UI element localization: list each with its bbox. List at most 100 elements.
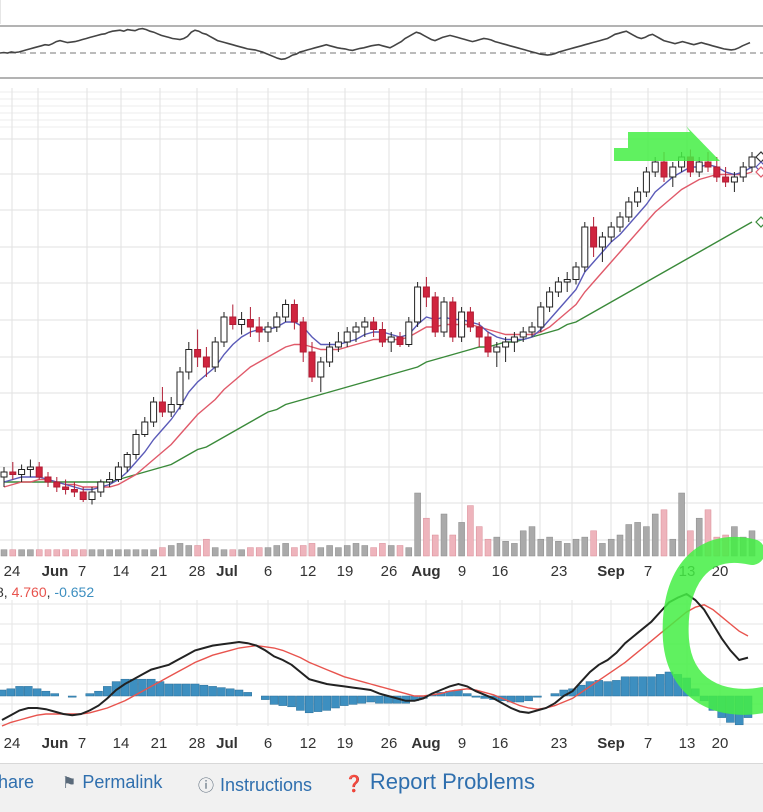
report-problems-link[interactable]: ❓ Report Problems	[344, 769, 535, 795]
macd-histogram-bar	[348, 695, 358, 705]
candle-body	[229, 316, 237, 325]
ema-blue-line	[3, 163, 753, 491]
x-axis-price-tick-label: 28	[189, 563, 206, 580]
volume-bar	[528, 526, 536, 557]
candle-body	[519, 331, 527, 338]
volume-bar	[150, 549, 157, 557]
macd-histogram-bar	[524, 695, 533, 702]
volume-bar	[449, 534, 457, 557]
candle-body	[616, 216, 624, 228]
right-edge-marker	[755, 166, 763, 178]
candle-body	[88, 491, 96, 500]
macd-histogram-bar	[225, 688, 235, 697]
candle-body	[290, 304, 298, 323]
candle-body	[722, 176, 730, 183]
x-axis-macd-tick-label: 19	[337, 735, 354, 752]
volume-bar	[379, 543, 386, 557]
candle-body	[246, 319, 254, 328]
volume-bar	[132, 549, 140, 557]
x-axis-macd-tick-label: 23	[551, 735, 568, 752]
legend-separator: ,	[47, 584, 55, 600]
macd-histogram-bar	[164, 683, 174, 697]
macd-histogram-bar	[103, 686, 112, 697]
highlight-arrow-mark	[614, 126, 720, 161]
candle-body	[299, 321, 307, 353]
candle-body	[449, 301, 457, 338]
x-axis-price: 24 Jun 7 14 21 28 Jul 6 12 19 26 Aug 9 16 23 Sep 7 13 20	[0, 558, 763, 582]
candle-body	[202, 356, 210, 368]
help-icon: ❓	[344, 776, 364, 793]
volume-bar	[405, 547, 413, 557]
x-axis-price-background	[0, 558, 763, 582]
volume-bar	[572, 538, 580, 557]
volume-bar	[299, 545, 307, 557]
candle-body	[396, 336, 404, 345]
candle-body	[9, 471, 17, 475]
x-axis-price-tick-label: 12	[300, 563, 317, 580]
legend-separator: ,	[4, 584, 12, 600]
ema-red-line	[3, 171, 753, 488]
bookmark-icon: ⚑	[62, 775, 77, 792]
volume-bar	[484, 538, 492, 557]
macd-histogram-bar	[340, 695, 349, 706]
volume-bar	[115, 549, 122, 557]
oscillator-panel	[0, 0, 763, 79]
macd-histogram-bar	[296, 695, 305, 711]
candle-body	[326, 346, 334, 363]
candle-body	[282, 304, 290, 318]
volume-bar	[414, 492, 421, 557]
instructions-link[interactable]: ⓘ Instructions	[198, 772, 312, 796]
x-axis-price-tick-label: Aug	[411, 563, 440, 580]
macd-legend-value: -0.652	[54, 584, 94, 600]
candle-body	[581, 226, 589, 268]
sma-line	[4, 221, 753, 483]
x-axis-macd-tick-label: Aug	[411, 735, 440, 752]
candle-body	[264, 326, 272, 333]
candle-body	[18, 469, 26, 475]
macd-histogram-bar	[41, 690, 51, 697]
macd-legend-value: 4.760	[12, 584, 47, 600]
volume-bar	[352, 543, 360, 557]
candle-body	[502, 341, 510, 348]
volume-bar	[493, 536, 501, 557]
macd-histogram-bar	[85, 693, 95, 697]
footer-bar: hare ⚑ Permalink ⓘ Instructions ❓ Report Pr…	[0, 763, 763, 812]
macd-histogram-bar	[357, 695, 367, 704]
x-axis-macd: 24 Jun 7 14 21 28 Jul 6 12 19 26 Aug 9 16 23 Sep 7 13 20	[0, 730, 763, 754]
x-axis-macd-tick-label: 20	[712, 735, 729, 752]
info-icon: ⓘ	[198, 778, 215, 795]
volume-bar	[423, 517, 430, 557]
candle-body	[414, 286, 422, 323]
candle-body	[123, 454, 131, 468]
volume-bar	[27, 549, 34, 557]
candle-body	[308, 351, 316, 378]
x-axis-price-tick-label: 19	[337, 563, 354, 580]
share-link[interactable]: hare	[0, 772, 35, 792]
candle-body	[150, 401, 158, 423]
candle-body	[378, 329, 386, 343]
macd-histogram-bar	[6, 688, 16, 697]
macd-legend: 8, 4.760, -0.652	[0, 584, 94, 600]
candle-body	[158, 401, 166, 413]
permalink-link[interactable]: ⚑ Permalink	[62, 772, 162, 793]
candle-body	[598, 236, 606, 248]
macd-histogram-bar	[375, 695, 384, 704]
volume-bar	[326, 545, 333, 557]
candle-body	[440, 301, 448, 333]
candle-body	[422, 286, 430, 298]
candle-body	[431, 296, 439, 333]
macd-histogram-bar	[550, 693, 560, 697]
candle-body	[713, 166, 721, 178]
macd-histogram-bar	[612, 680, 621, 697]
x-axis-price-tick-label: 7	[644, 563, 652, 580]
volume-bar	[370, 547, 377, 557]
candle-body	[35, 466, 43, 478]
candle-body	[466, 311, 474, 328]
volume-bar	[317, 547, 325, 557]
candle-body	[387, 336, 395, 343]
macd-histogram-bar	[664, 671, 674, 697]
candle-body	[625, 201, 633, 218]
candle-body	[563, 279, 571, 283]
volume-bar	[71, 549, 78, 557]
